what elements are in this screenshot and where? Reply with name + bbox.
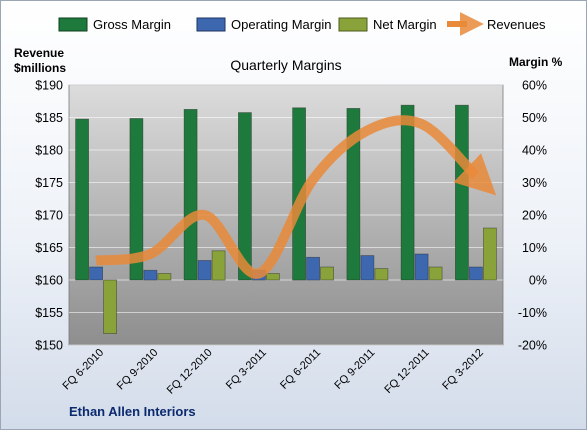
net-margin-bar [157,273,172,281]
y-right-tick-label: 40% [522,144,547,158]
legend-swatch-net-margin [338,17,368,32]
y-right-tick-label: -20% [518,339,547,353]
legend-label-net-margin: Net Margin [373,17,437,32]
operating-margin-bar [360,255,375,281]
category-label: FQ 6-2011 [278,347,323,392]
operating-margin-bar [89,266,103,281]
company-name: Ethan Allen Interiors [69,404,196,419]
y-left-tick-label: $160 [35,274,63,288]
net-margin-bar [320,266,335,281]
revenue-line [95,115,497,279]
y-right-tick-label: 60% [522,79,547,93]
y-left-tick-label: $170 [35,209,63,223]
y-left-tick-label: $155 [35,306,63,320]
gross-margin-bar [75,118,89,281]
chart-title: Quarterly Margins [230,57,341,73]
category-label: FQ 3-2011 [224,347,269,392]
legend-label-operating-margin: Operating Margin [231,17,331,32]
operating-margin-bar [197,260,212,281]
legend-swatch-operating-margin [196,17,226,32]
category-label: FQ 6-2010 [61,347,107,393]
gross-margin-bar [400,104,415,281]
net-margin-bar [265,273,280,281]
legend-label-revenues: Revenues [487,17,546,32]
gross-margin-bar [129,118,144,281]
category-labels: FQ 6-2010 FQ 9-2010 FQ 12-2010 FQ 3-2011 FQ … [61,347,486,397]
legend-label-gross-margin: Gross Margin [93,17,171,32]
net-margin-bar [482,227,497,281]
gross-margin-bar [237,112,252,281]
gross-margin-bar [454,104,469,281]
operating-margin-bar [306,256,321,281]
axis-ticks: $150 $155 $160 $165 $170 $175 $180 $185 $190 -20%… [35,79,547,353]
y-right-tick-label: 30% [522,176,547,190]
operating-margin-bar [414,253,429,281]
gridlines [69,84,503,346]
category-label: FQ 12-2010 [165,347,215,397]
operating-margin-bar [143,269,158,281]
category-label: FQ 3-2012 [440,347,486,393]
gross-margin-bar [346,108,361,281]
y-right-title: Margin % [509,55,563,69]
y-right-tick-label: 10% [522,241,547,255]
bars [75,104,497,334]
y-left-tick-label: $190 [35,79,63,93]
revenue-line-layer [95,115,497,279]
category-label: FQ 9-2011 [332,347,377,392]
y-left-tick-label: $150 [35,339,63,353]
operating-margin-bar [468,266,483,281]
y-left-tick-label: $180 [35,144,63,158]
y-left-tick-label: $185 [35,111,63,125]
net-margin-bar [103,279,117,334]
y-left-tick-label: $165 [35,241,63,255]
y-left-tick-label: $175 [35,176,63,190]
y-right-tick-label: 50% [522,111,547,125]
legend-swatch-gross-margin [58,17,88,32]
y-left-title-line2: $millions [14,61,66,75]
y-left-title-line1: Revenue [14,46,64,60]
net-margin-bar [428,266,443,281]
gross-margin-bar [183,109,198,281]
net-margin-bar [374,268,389,281]
y-right-tick-label: -10% [518,306,547,320]
y-right-tick-label: 0% [529,274,547,288]
y-right-tick-label: 20% [522,209,547,223]
net-margin-bar [211,250,226,281]
legend: Gross Margin Operating Margin Net Margin… [58,12,546,36]
category-label: FQ 12-2011 [382,347,431,396]
category-label: FQ 9-2010 [115,347,161,393]
